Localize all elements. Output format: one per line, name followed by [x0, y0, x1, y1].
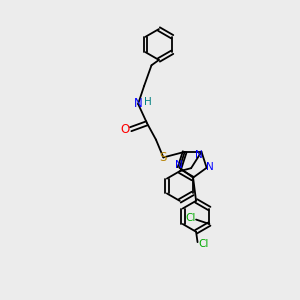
- Text: N: N: [134, 98, 142, 110]
- Text: O: O: [120, 123, 129, 136]
- Text: N: N: [175, 160, 183, 170]
- Text: N: N: [206, 162, 214, 172]
- Text: Cl: Cl: [198, 238, 209, 249]
- Text: S: S: [160, 151, 167, 164]
- Text: N: N: [195, 150, 203, 160]
- Text: H: H: [144, 98, 152, 107]
- Text: Cl: Cl: [185, 213, 195, 223]
